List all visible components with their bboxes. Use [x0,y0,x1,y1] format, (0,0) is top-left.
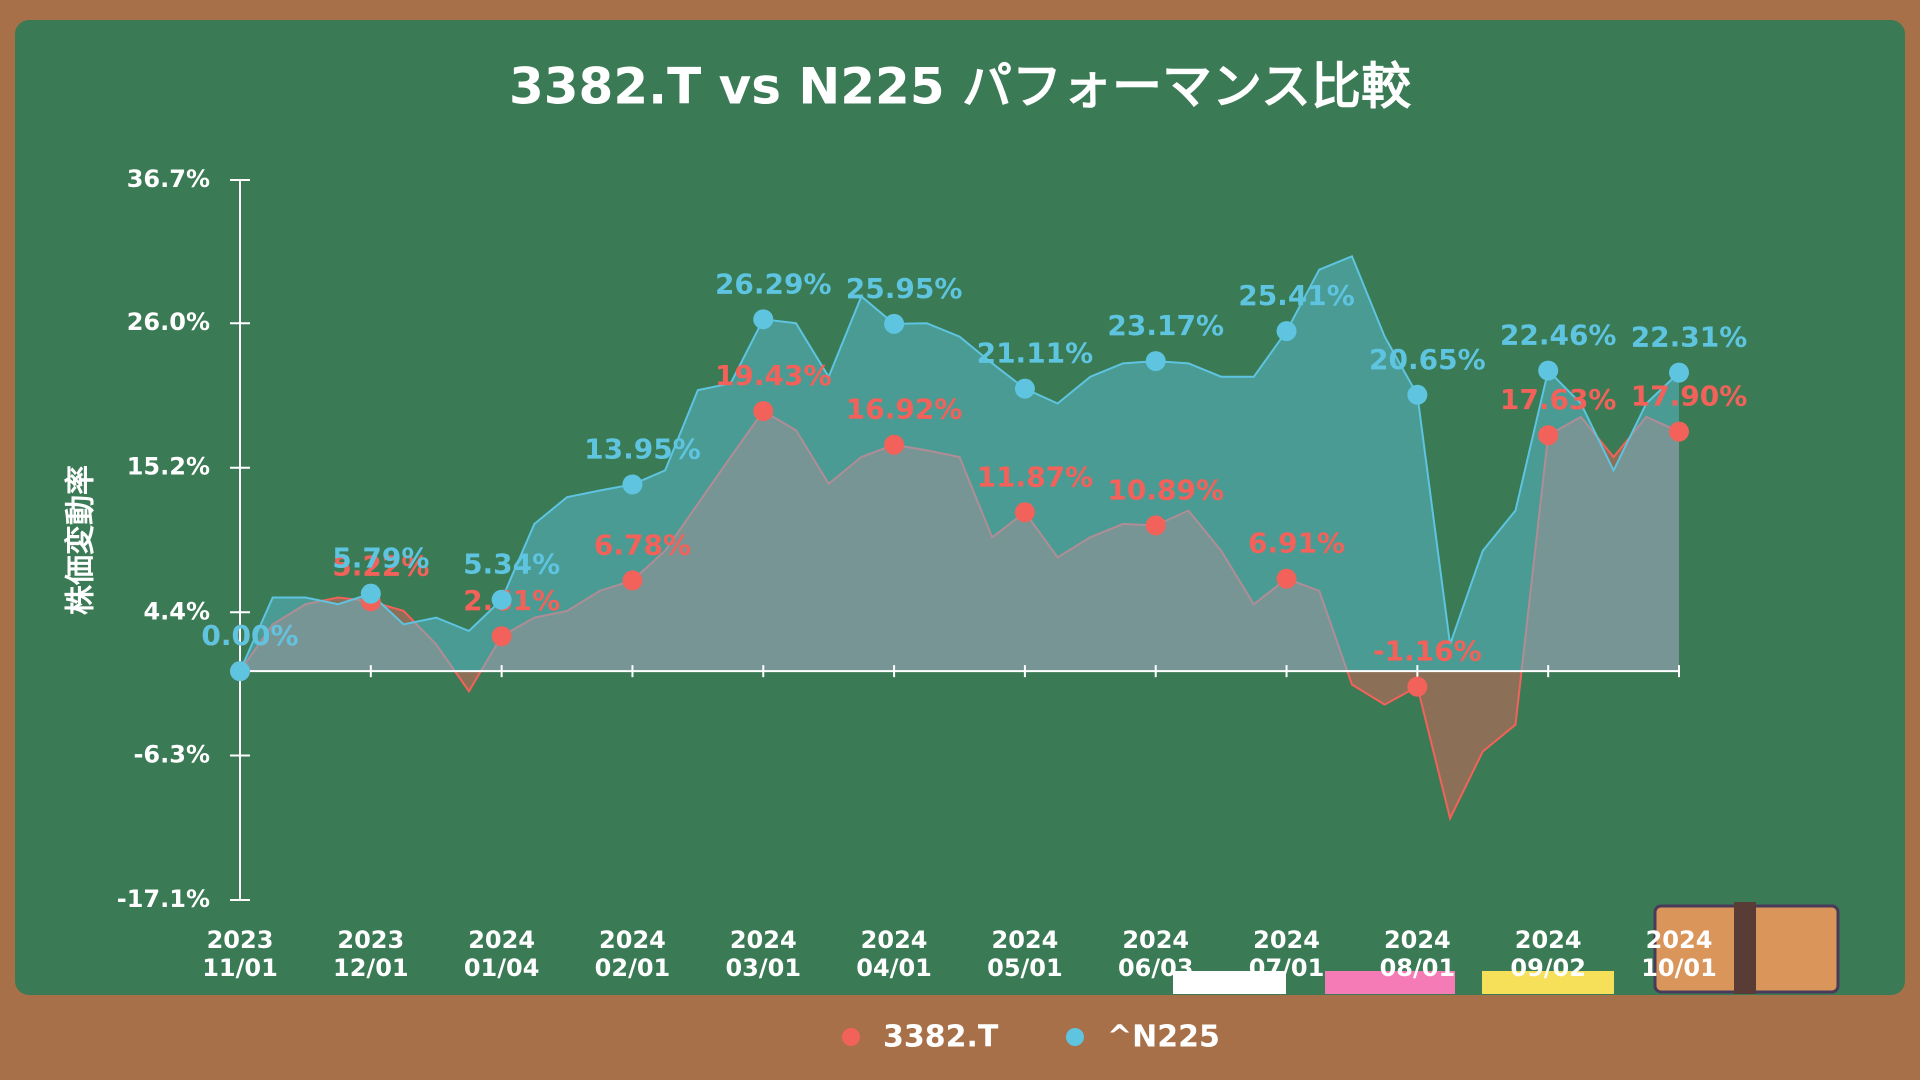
data-label: 0.00% [201,619,298,652]
data-label: 5.22% [332,549,429,582]
x-tick-label: 2024 01/04 [463,926,540,982]
y-tick-label: -17.1% [117,885,210,913]
data-label: 6.78% [594,528,691,561]
data-label: 0.00% [201,619,298,652]
data-label: 20.65% [1369,343,1486,376]
x-tick-label: 2024 07/01 [1248,926,1325,982]
point [1145,515,1166,536]
point [1014,378,1035,399]
x-tick-label: 2024 09/02 [1510,926,1586,982]
data-label: 5.79% [332,542,429,575]
point [1669,421,1689,442]
point [1276,321,1297,342]
line [239,409,1680,822]
point [622,474,643,495]
point [1407,384,1428,405]
eraser-band [1734,902,1756,994]
x-tick-label: 2024 05/01 [987,926,1063,982]
y-tick-label: 15.2% [127,453,210,481]
data-label: 22.46% [1500,319,1617,352]
x-tick-label: 2023 11/01 [202,926,278,982]
x-tick-label: 2024 03/01 [725,926,802,982]
data-label: 11.87% [977,460,1094,493]
data-label: 25.41% [1238,279,1355,312]
data-label: 6.91% [1248,527,1345,560]
data-label: 17.63% [1500,383,1617,416]
y-axis-label: 株価変動率 [64,465,99,615]
area [240,411,1679,819]
point [622,570,643,591]
chart-title: 3382.T vs N225 パフォーマンス比較 [509,58,1412,116]
point [230,661,250,682]
point [1538,360,1559,381]
chalk-white [1173,971,1286,994]
point [491,589,512,610]
data-label: 23.17% [1107,309,1224,342]
point [360,583,381,604]
chalk-pink [1325,971,1455,994]
data-label: 16.92% [846,393,963,426]
point [753,401,774,422]
point [1276,568,1297,589]
x-tick-label: 2024 08/01 [1379,926,1456,982]
chalk-yellow [1482,971,1614,994]
line [239,254,1680,672]
data-label: 21.11% [977,337,1094,370]
point [1014,502,1035,523]
x-tick-label: 2024 10/01 [1641,926,1717,982]
data-label: 26.29% [715,267,832,300]
y-tick-label: 26.0% [127,308,210,336]
data-label: 19.43% [715,359,832,392]
x-tick-label: 2024 02/01 [594,926,671,982]
legend-label: 3382.T [883,1020,999,1055]
data-label: 5.34% [463,548,560,581]
legend-label: ^N225 [1107,1020,1220,1055]
point [1407,676,1428,697]
point [753,309,774,330]
data-label: 22.31% [1631,321,1748,354]
point [491,626,512,647]
data-label: -1.16% [1373,635,1482,668]
point [1669,362,1689,383]
x-tick-label: 2023 12/01 [333,926,409,982]
data-label: 10.89% [1107,473,1224,506]
point [1538,425,1559,446]
y-tick-label: 36.7% [127,165,210,193]
data-label: 17.90% [1631,380,1748,413]
y-tick-label: 4.4% [143,597,210,625]
data-label: 25.95% [846,272,963,305]
y-tick-label: -6.3% [133,740,210,768]
point [884,313,905,334]
legend-marker [1066,1028,1084,1046]
point [1145,351,1166,372]
data-label: 2.61% [463,584,560,617]
x-tick-label: 2024 04/01 [856,926,932,982]
area [240,256,1679,672]
point [884,434,905,455]
legend-marker [842,1028,860,1046]
data-label: 13.95% [584,432,701,465]
x-tick-label: 2024 06/03 [1117,926,1194,982]
